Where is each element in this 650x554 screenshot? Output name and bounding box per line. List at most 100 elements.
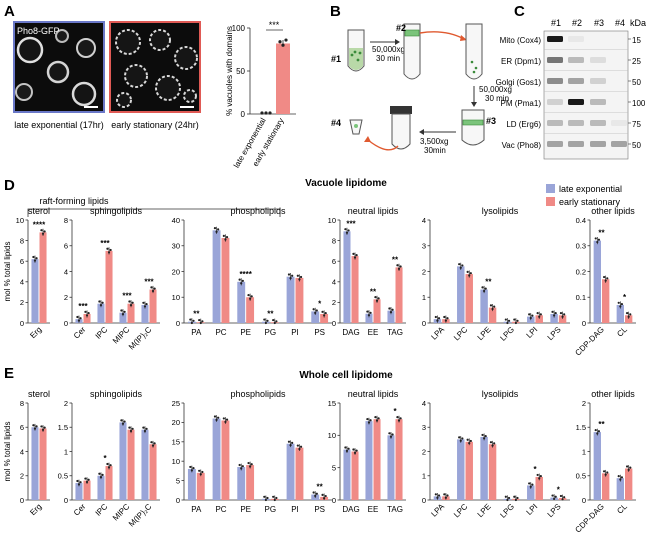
- data-point: [554, 495, 557, 498]
- data-point: [151, 289, 155, 293]
- data-point: [446, 317, 449, 320]
- data-point: [128, 426, 131, 429]
- data-point: [40, 229, 43, 232]
- data-point: [375, 419, 379, 422]
- group-title: sphingolipids: [90, 389, 143, 399]
- data-point: [99, 304, 103, 307]
- tube-label-3: #3: [486, 116, 496, 126]
- data-point: [469, 272, 472, 275]
- data-point: [507, 496, 511, 500]
- bar-late: [343, 231, 351, 323]
- x-tick-label: LPC: [452, 502, 470, 520]
- x-tick-label: DAG: [342, 505, 359, 514]
- kda-marker: 15: [632, 36, 641, 45]
- data-point: [344, 446, 347, 449]
- x-tick-label: Erg: [28, 325, 43, 340]
- data-point: [563, 496, 566, 499]
- data-point: [131, 301, 134, 304]
- y-tick-label: 30: [172, 242, 180, 251]
- y-tick-label: 10: [172, 457, 180, 466]
- blot-band: [590, 99, 606, 105]
- data-point: [296, 274, 299, 277]
- data-point: [123, 310, 126, 313]
- vacuole-domains: [174, 46, 198, 70]
- data-point: [153, 287, 156, 290]
- data-point: [43, 230, 46, 233]
- data-point: [215, 418, 218, 421]
- data-point: [263, 318, 266, 321]
- bar-late: [212, 418, 221, 500]
- data-point: [247, 293, 250, 297]
- data-point: [513, 318, 516, 321]
- data-point: [315, 492, 318, 495]
- y-tick-label: 0.5: [58, 472, 68, 481]
- data-point: [189, 318, 192, 321]
- x-tick-label: CL: [615, 325, 629, 339]
- bar-late: [365, 313, 373, 323]
- data-point: [225, 418, 229, 421]
- data-point: [150, 286, 153, 289]
- data-point: [559, 494, 563, 498]
- y-tick-label: 1: [582, 447, 586, 456]
- blot-row-label: Mito (Cox4): [500, 36, 542, 45]
- data-point: [278, 40, 282, 44]
- raft-bracket-label: raft-forming lipids: [39, 196, 109, 206]
- data-point: [539, 313, 542, 316]
- y-tick-label: 20: [172, 267, 180, 276]
- chart-group: phospholipids 0 5 10 15 20 25 PA PC PE PG PI ** PS: [172, 389, 332, 514]
- data-point: [250, 463, 253, 466]
- data-point: [602, 470, 606, 473]
- spin-3-time: 30min: [424, 146, 446, 155]
- data-point: [352, 252, 355, 255]
- bar-early: [395, 419, 403, 500]
- x-tick-label: LPS: [546, 502, 563, 519]
- x-tick-label: LPI: [525, 325, 540, 340]
- data-point: [192, 467, 195, 470]
- data-point: [143, 429, 147, 433]
- kda-marker: 100: [632, 99, 646, 108]
- data-point: [99, 476, 103, 479]
- data-point: [321, 493, 324, 496]
- data-point: [437, 494, 441, 497]
- raft-bracket: raft-forming lipids: [27, 196, 281, 217]
- data-point: [353, 256, 357, 259]
- data-point: [443, 493, 446, 496]
- blot-row-label: LD (Erg6): [506, 120, 541, 129]
- bar-late: [616, 304, 624, 323]
- significance-label: **: [267, 310, 274, 319]
- data-point: [466, 438, 469, 441]
- y-tick-label: 2: [332, 298, 336, 307]
- vacuole-domains: [115, 29, 141, 55]
- kda-marker: 25: [632, 57, 641, 66]
- data-point: [264, 498, 267, 502]
- bar-late: [97, 475, 105, 500]
- group-title: neutral lipids: [348, 206, 399, 216]
- y-tick-label: 8: [20, 399, 24, 408]
- data-point: [33, 259, 37, 262]
- y-tick-label: 0: [176, 496, 180, 505]
- x-tick-label: PI: [291, 505, 299, 514]
- x-tick-label: PE: [240, 505, 251, 514]
- data-point: [619, 478, 622, 481]
- y-axis-label: % vacuoles with domains: [225, 26, 234, 116]
- x-tick-label: LPI: [525, 502, 540, 517]
- data-point: [620, 302, 624, 306]
- chart-group: sterol 0 2 4 6 8 Erg: [20, 389, 50, 517]
- kda-marker: 75: [632, 120, 641, 129]
- data-point: [190, 469, 193, 472]
- data-point: [222, 417, 225, 420]
- blot-band: [547, 99, 563, 105]
- data-point: [352, 448, 355, 451]
- transfer-arrow: [419, 31, 465, 40]
- data-point: [323, 497, 326, 500]
- data-point: [617, 475, 620, 478]
- data-point: [444, 496, 447, 499]
- blot-band: [547, 141, 563, 147]
- data-point: [551, 494, 554, 497]
- data-point: [528, 482, 531, 485]
- data-point: [506, 498, 509, 502]
- data-point: [461, 437, 464, 440]
- tube-icon: [461, 109, 485, 146]
- data-point: [250, 295, 253, 298]
- data-point: [32, 424, 35, 427]
